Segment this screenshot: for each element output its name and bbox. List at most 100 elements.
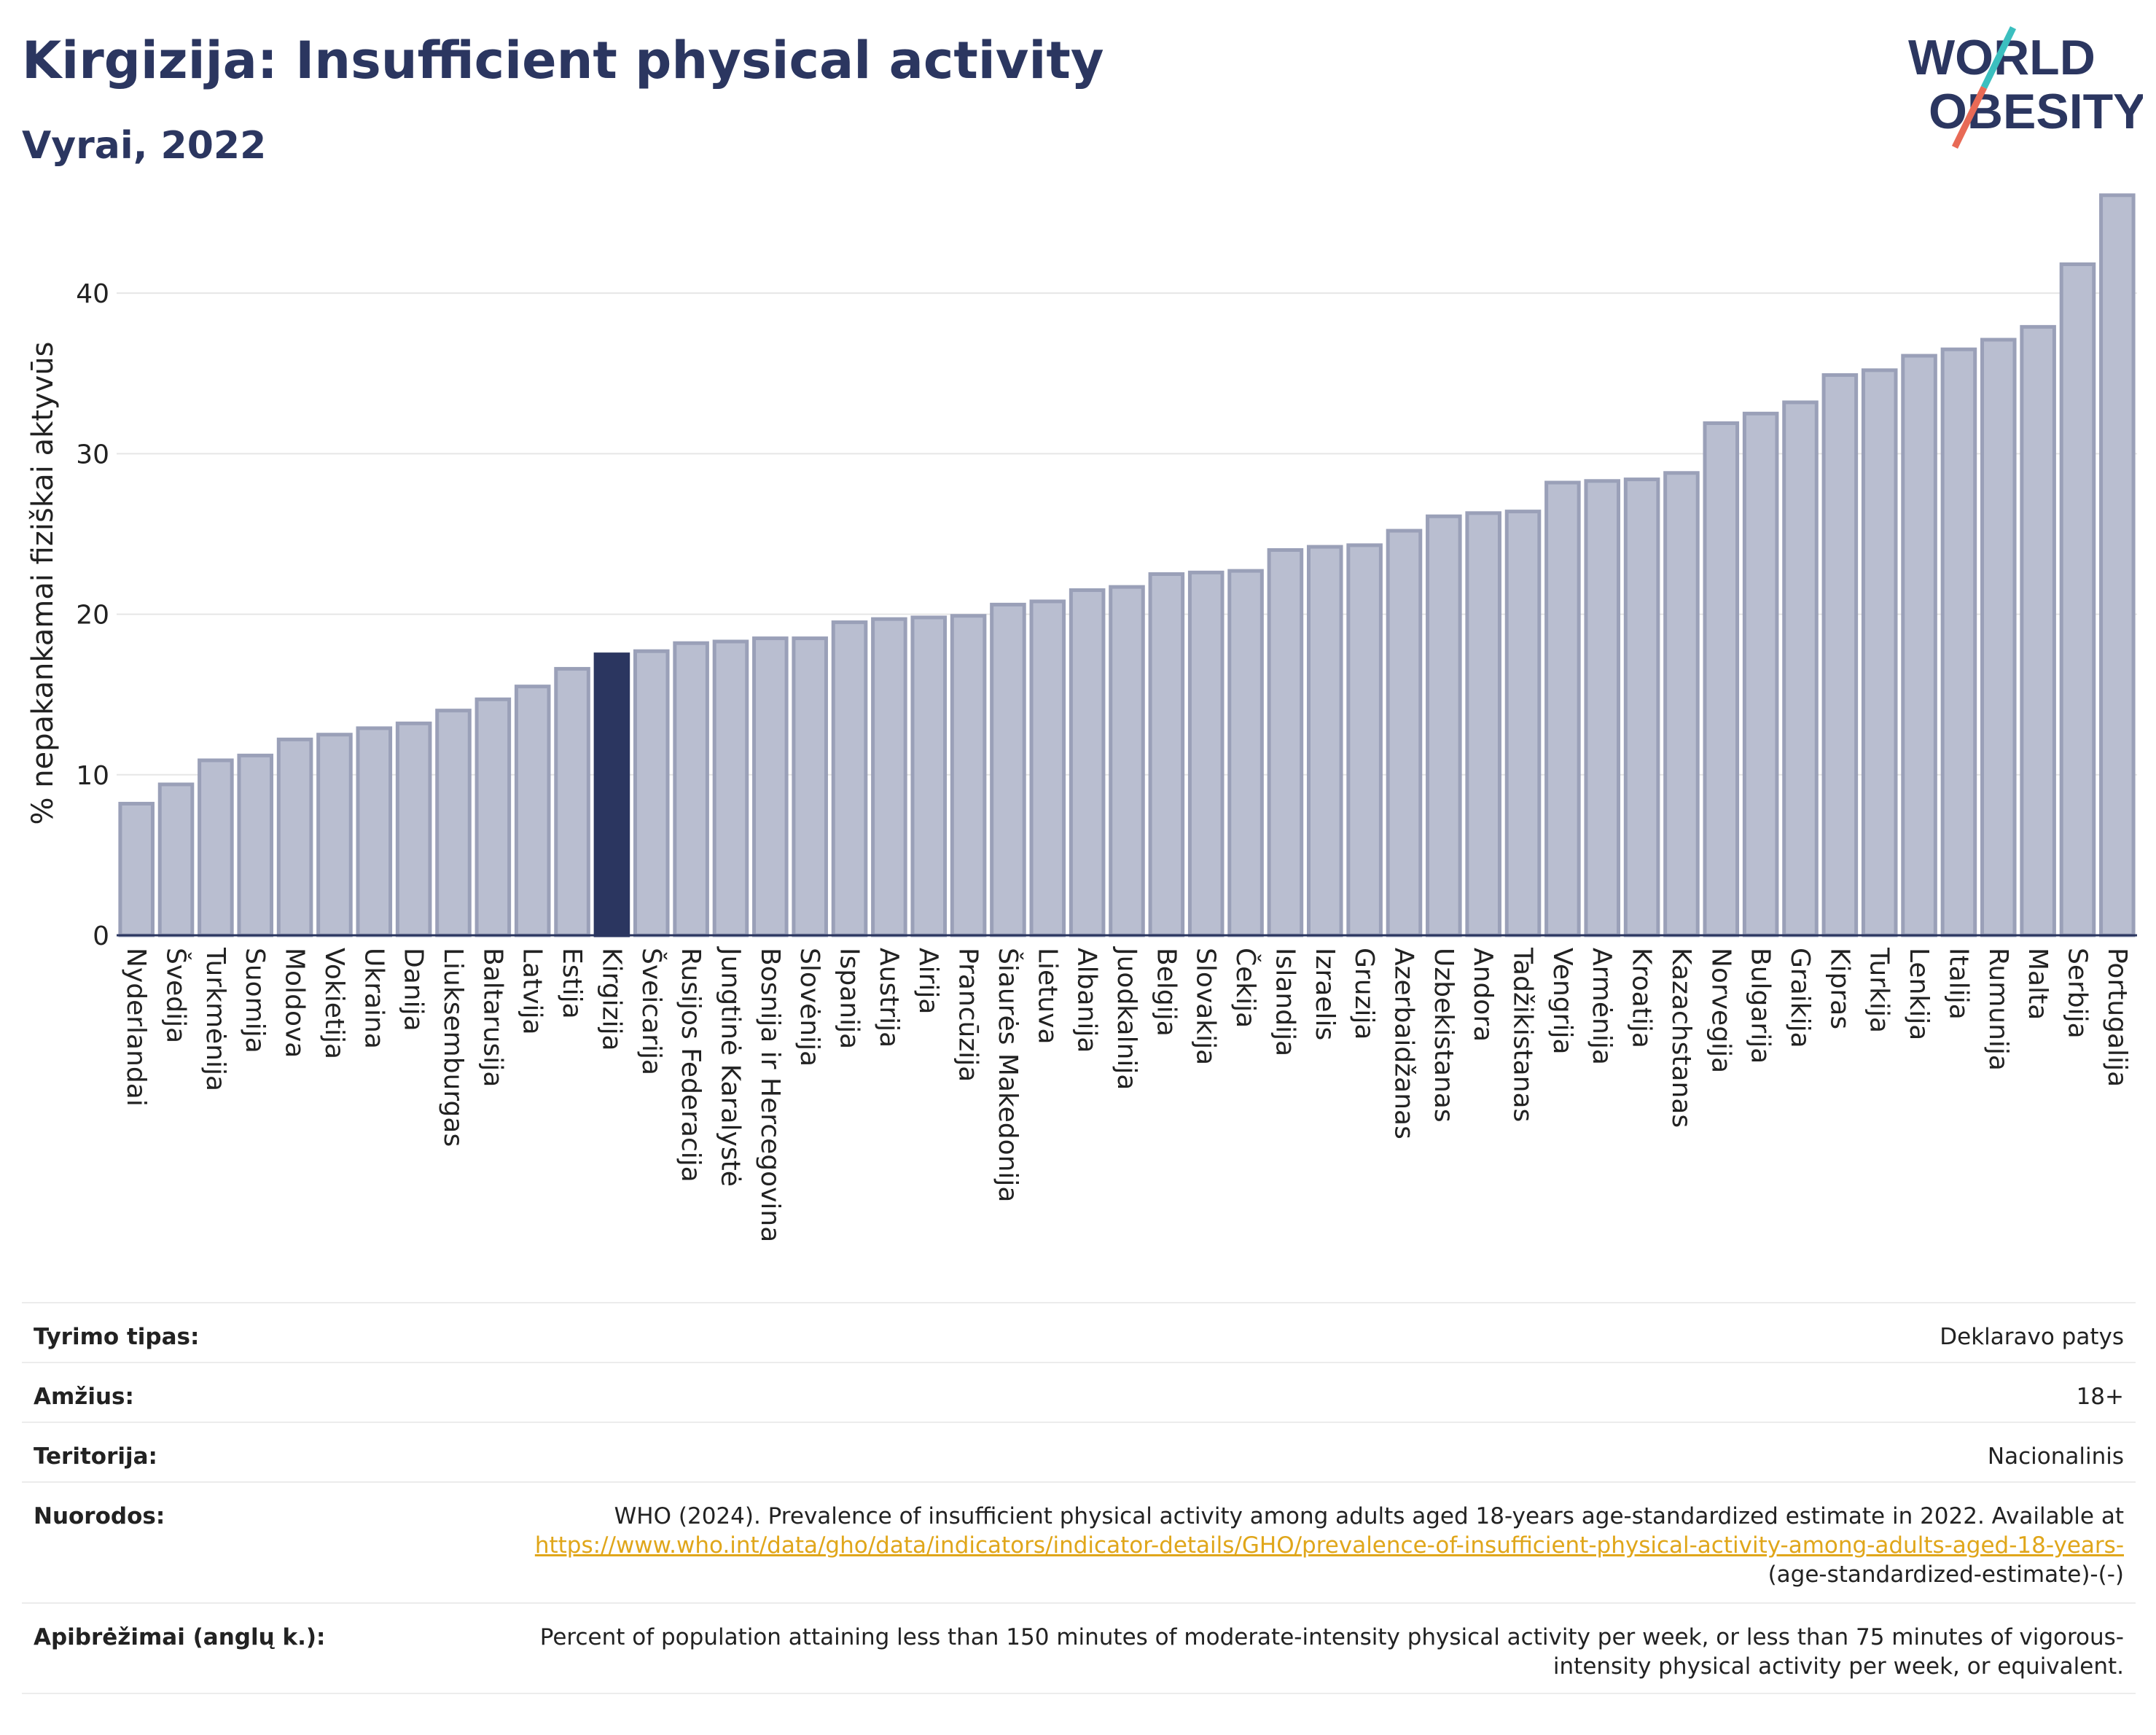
references-value: WHO (2024). Prevalence of insufficient p… (499, 1502, 2124, 1589)
bar-32[interactable] (1386, 529, 1423, 937)
bar-15[interactable] (712, 639, 749, 937)
info-row-definitions: Apibrėžimai (anglų k.): Percent of popul… (22, 1602, 2136, 1694)
bar-0[interactable] (118, 801, 155, 937)
x-tick-label: Šiaurės Makedonija (993, 948, 1023, 1202)
x-tick-label: Turkmėnija (200, 947, 230, 1091)
bar-18[interactable] (831, 620, 868, 937)
x-tick-label: Kipras (1824, 948, 1854, 1029)
x-tick-label: Ukraina (359, 948, 388, 1049)
bar-14[interactable] (673, 641, 709, 937)
bar-20[interactable] (910, 615, 948, 937)
bar-28[interactable] (1227, 569, 1264, 937)
bar-47[interactable] (1980, 338, 2017, 937)
bar-35[interactable] (1504, 510, 1542, 937)
x-tick-label: Airija (913, 948, 943, 1015)
bar-11[interactable] (554, 666, 590, 937)
references-text: WHO (2024). Prevalence of insufficient p… (614, 1503, 2124, 1529)
bars (118, 193, 2136, 937)
bar-33[interactable] (1426, 514, 1462, 937)
bar-41[interactable] (1742, 411, 1779, 937)
bar-34[interactable] (1465, 511, 1501, 937)
y-tick-label: 40 (76, 279, 109, 309)
bar-25[interactable] (1109, 585, 1145, 937)
x-tick-label: Kazachstanas (1666, 948, 1696, 1128)
bar-5[interactable] (316, 733, 353, 937)
bar-50[interactable] (2099, 193, 2136, 937)
bar-31[interactable] (1346, 543, 1383, 937)
info-row-survey: Tyrimo tipas: Deklaravo patys (22, 1302, 2136, 1362)
bar-27[interactable] (1187, 570, 1225, 937)
x-tick-label: Kirgizija (596, 948, 626, 1051)
x-tick-label: Jungtinė Karalystė (715, 946, 745, 1187)
age-value: 18+ (2076, 1384, 2124, 1410)
bar-19[interactable] (871, 617, 907, 937)
x-tick-label: Slovėnija (794, 948, 824, 1067)
x-tick-label: Bulgarija (1746, 948, 1776, 1064)
bar-38[interactable] (1623, 477, 1660, 937)
age-label: Amžius: (34, 1384, 134, 1410)
bar-44[interactable] (1861, 368, 1898, 937)
bar-37[interactable] (1584, 479, 1621, 937)
bar-39[interactable] (1663, 471, 1700, 937)
bar-21[interactable] (950, 614, 987, 937)
x-tick-label: Austrija (874, 948, 904, 1048)
x-tick-label: Šveicarija (636, 948, 667, 1075)
y-tick-label: 20 (76, 601, 109, 631)
x-tick-label: Malta (2023, 948, 2053, 1020)
bar-30[interactable] (1306, 545, 1343, 937)
bar-16[interactable] (752, 636, 789, 937)
x-tick-label: Uzbekistanas (1429, 948, 1458, 1123)
bar-29[interactable] (1267, 547, 1304, 937)
info-row-age: Amžius: 18+ (22, 1362, 2136, 1422)
x-tick-label: Čekija (1230, 948, 1261, 1028)
y-axis-label: % nepakankamai fiziškai aktyvūs (26, 341, 60, 824)
bar-13[interactable] (633, 649, 670, 937)
info-row-territory: Teritorija: Nacionalinis (22, 1422, 2136, 1481)
bar-40[interactable] (1703, 421, 1740, 937)
x-tick-label: Lietuva (1032, 948, 1062, 1045)
bar-46[interactable] (1940, 347, 1977, 937)
x-tick-label: Gruzija (1349, 948, 1379, 1040)
world-obesity-logo: WORLD OBESITY (1908, 26, 2143, 149)
x-tick-label: Rusijos Federacija (676, 948, 706, 1182)
bar-10[interactable] (514, 685, 551, 937)
x-tick-label: Vokietija (319, 948, 349, 1059)
bar-12[interactable] (593, 652, 630, 937)
bar-23[interactable] (1029, 599, 1066, 937)
info-row-references: Nuorodos: WHO (2024). Prevalence of insu… (22, 1481, 2136, 1602)
bar-48[interactable] (2020, 324, 2056, 937)
definitions-label: Apibrėžimai (anglų k.): (34, 1624, 326, 1650)
bar-9[interactable] (474, 697, 512, 937)
x-tick-label: Juodkalnija (1112, 946, 1141, 1090)
x-tick-label: Islandija (1270, 948, 1300, 1056)
bar-43[interactable] (1821, 373, 1859, 937)
bar-6[interactable] (356, 726, 393, 937)
x-tick-label: Belgija (1151, 948, 1181, 1037)
bar-3[interactable] (237, 753, 274, 937)
x-tick-label: Norvegija (1706, 948, 1735, 1073)
bar-24[interactable] (1069, 588, 1106, 937)
x-tick-label: Izraelis (1310, 948, 1340, 1040)
bar-42[interactable] (1782, 400, 1819, 937)
bar-45[interactable] (1901, 354, 1937, 937)
x-tick-label: Nyderlandai (121, 948, 151, 1107)
bar-22[interactable] (990, 602, 1026, 937)
bar-2[interactable] (198, 758, 234, 937)
references-link[interactable]: https://www.who.int/data/gho/data/indica… (534, 1532, 2124, 1559)
bar-26[interactable] (1148, 572, 1185, 937)
x-tick-label: Baltarusija (477, 948, 507, 1087)
bar-49[interactable] (2059, 262, 2096, 937)
bar-17[interactable] (792, 636, 828, 937)
bar-36[interactable] (1544, 480, 1581, 937)
x-tick-label: Vengrija (1547, 948, 1577, 1055)
logo-slash-coral (1951, 86, 1988, 149)
bar-1[interactable] (157, 782, 195, 937)
y-tick-label: 10 (76, 761, 109, 791)
bar-8[interactable] (435, 709, 472, 937)
x-tick-label: Suomija (240, 948, 270, 1053)
x-tick-label: Danija (399, 948, 429, 1032)
bar-7[interactable] (395, 721, 432, 937)
y-ticks: 0 10 20 30 40 (76, 279, 109, 951)
bar-4[interactable] (276, 737, 313, 937)
x-tick-label: Turkija (1864, 947, 1894, 1033)
